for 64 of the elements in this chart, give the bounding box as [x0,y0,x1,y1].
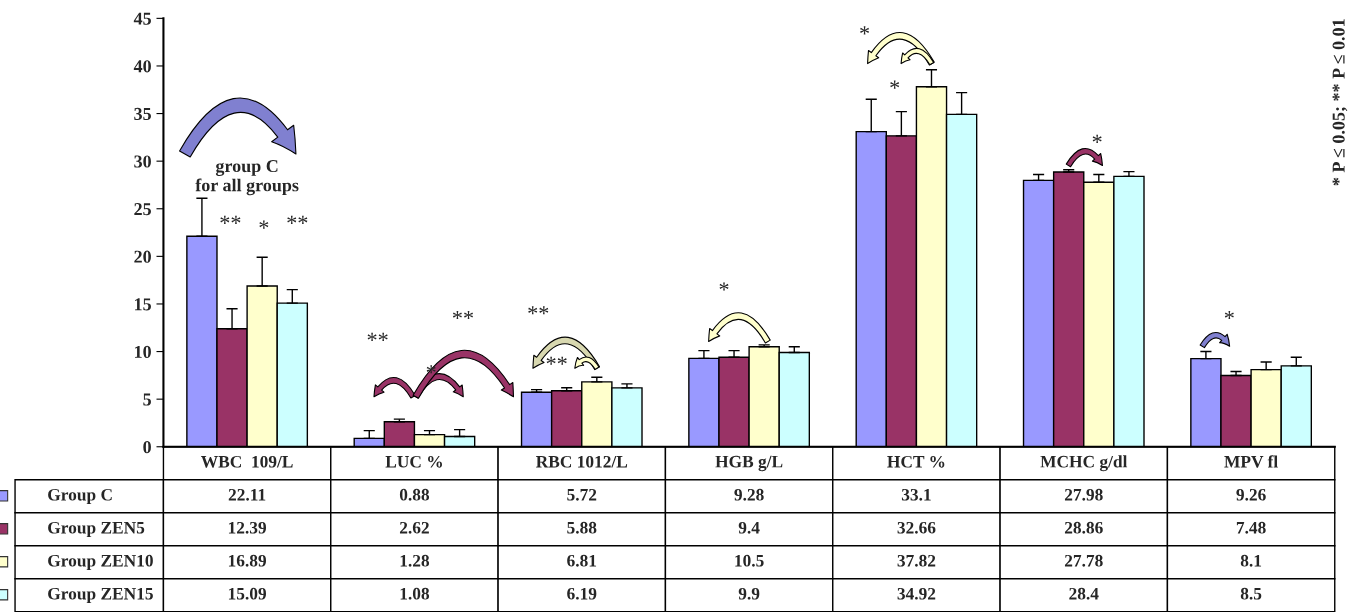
data-label: 33.1 [901,488,931,501]
y-tick-label: 25 [134,203,151,216]
x-tick-label: RBC 1012/L [536,455,628,468]
data-label: 0.88 [399,488,430,501]
data-label: 27.98 [1064,488,1103,501]
data-label: 1.28 [400,554,430,567]
data-label: 7.48 [1236,521,1266,534]
y-tick-label: 40 [133,60,151,73]
y-tick-label: 30 [134,155,151,168]
data-label: 9.28 [734,488,764,501]
legend-label: Group ZEN10 [48,554,153,571]
annotation: ** [367,332,388,341]
data-label: 37.82 [897,554,936,567]
y-tick-label: 20 [134,250,151,263]
y-tick-label: 15 [135,298,151,311]
x-tick-label: MPV fl [1224,455,1278,468]
y-tick-label: 35 [134,107,151,120]
data-label: 6.81 [567,554,597,567]
data-label: 8.5 [1240,587,1262,600]
annotation: ** [452,310,474,320]
annotation: * [426,365,436,374]
annotation: * [890,80,900,89]
annotation: * [860,26,870,35]
annotation: * [1224,310,1234,320]
data-label: 12.39 [228,521,267,534]
data-label: 1.08 [400,587,430,600]
y-tick-label: 45 [133,12,151,25]
y-tick-label: 0 [143,441,151,454]
data-label: 10.5 [735,554,764,567]
data-label: 22.11 [228,488,266,501]
annotation: ** [220,215,241,224]
annotation: ** [287,215,308,224]
data-label: 28.86 [1064,521,1103,534]
x-tick-label: WBC 109/L [201,455,293,468]
data-label: 9.26 [1236,488,1266,501]
data-label: 6.19 [567,587,597,600]
x-tick-label: HCT % [887,455,945,468]
x-tick-label: HGB g/L [715,455,783,472]
legend-label: Group ZEN5 [48,521,145,538]
annotation: * [259,220,269,229]
annotation: * [1092,134,1102,143]
y-tick-label: 5 [143,393,151,406]
legend-label: Group ZEN15 [48,587,153,604]
data-label: 9.4 [738,521,760,534]
data-label: 27.78 [1064,554,1103,567]
data-label: 34.92 [897,587,936,600]
annotation: * P ≤ 0.05; ** P ≤ 0.01 [1332,19,1348,186]
data-label: 5.72 [567,488,597,501]
data-label: 15.09 [228,587,267,600]
annotation: * [719,282,729,291]
data-label: 5.88 [567,521,597,534]
data-label: 32.66 [897,521,936,534]
legend-label: Group C [48,488,112,505]
annotation: ** [528,306,549,315]
annotation: group C for all groups [195,159,299,196]
annotation: ** [546,356,567,365]
x-tick-label: LUC % [385,455,442,468]
x-tick-label: MCHC g/dl [1040,455,1128,472]
data-label: 8.1 [1240,554,1262,567]
data-label: 2.62 [399,521,429,534]
y-tick-label: 10 [135,345,151,358]
data-label: 28.4 [1069,587,1099,600]
data-label: 16.89 [228,554,267,567]
data-label: 9.9 [738,587,760,600]
